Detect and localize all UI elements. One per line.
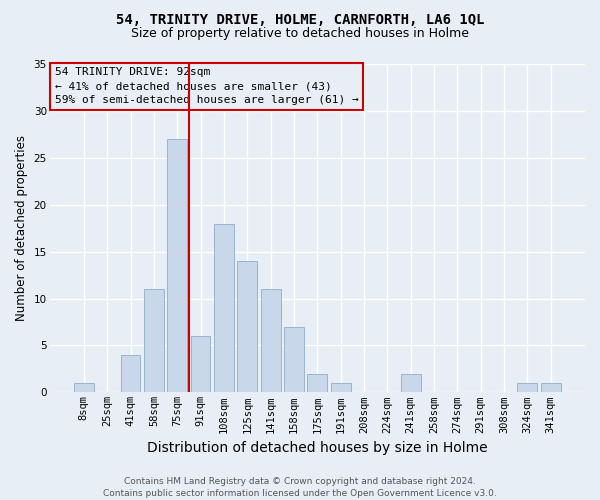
Bar xyxy=(307,374,327,392)
Bar xyxy=(121,355,140,393)
Bar xyxy=(191,336,211,392)
Bar xyxy=(260,289,281,393)
X-axis label: Distribution of detached houses by size in Holme: Distribution of detached houses by size … xyxy=(147,441,488,455)
Bar xyxy=(238,261,257,392)
Bar xyxy=(214,224,234,392)
Bar xyxy=(541,383,560,392)
Y-axis label: Number of detached properties: Number of detached properties xyxy=(15,135,28,321)
Text: Size of property relative to detached houses in Holme: Size of property relative to detached ho… xyxy=(131,28,469,40)
Bar xyxy=(74,383,94,392)
Text: 54, TRINITY DRIVE, HOLME, CARNFORTH, LA6 1QL: 54, TRINITY DRIVE, HOLME, CARNFORTH, LA6… xyxy=(116,12,484,26)
Bar xyxy=(517,383,538,392)
Text: 54 TRINITY DRIVE: 92sqm
← 41% of detached houses are smaller (43)
59% of semi-de: 54 TRINITY DRIVE: 92sqm ← 41% of detache… xyxy=(55,68,359,106)
Bar xyxy=(331,383,350,392)
Bar xyxy=(144,289,164,393)
Text: Contains HM Land Registry data © Crown copyright and database right 2024.
Contai: Contains HM Land Registry data © Crown c… xyxy=(103,476,497,498)
Bar xyxy=(284,326,304,392)
Bar xyxy=(167,139,187,392)
Bar xyxy=(401,374,421,392)
